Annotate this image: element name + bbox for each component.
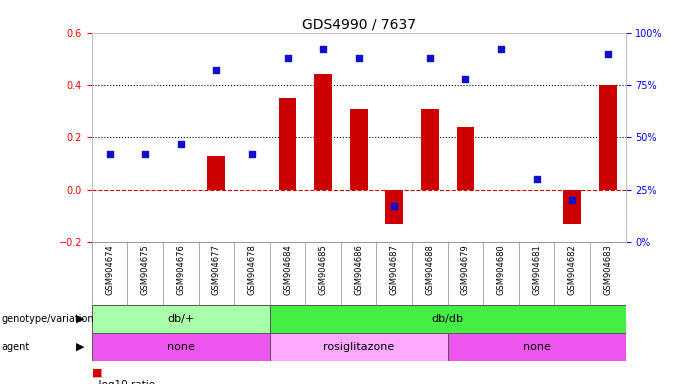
Text: ■: ■ [92,368,102,378]
Text: GSM904685: GSM904685 [319,244,328,295]
Bar [92,305,270,333]
Text: db/+: db/+ [167,314,194,324]
Text: GSM904680: GSM904680 [496,244,505,295]
Bar [456,127,475,190]
Point [531,176,542,182]
Point [104,151,115,157]
Point [318,46,328,53]
Bar [270,333,447,361]
Bar [350,109,368,190]
Point [211,67,222,73]
Text: log10 ratio: log10 ratio [92,380,155,384]
Point [567,197,578,203]
Bar [421,109,439,190]
Point [354,55,364,61]
Text: GSM904674: GSM904674 [105,244,114,295]
Title: GDS4990 / 7637: GDS4990 / 7637 [302,18,415,31]
Bar [207,156,225,190]
Text: ▶: ▶ [76,314,84,324]
Point [282,55,293,61]
Point [246,151,257,157]
Text: GSM904682: GSM904682 [568,244,577,295]
Text: GSM904681: GSM904681 [532,244,541,295]
Text: GSM904686: GSM904686 [354,244,363,295]
Text: ▶: ▶ [76,342,84,352]
Point [496,46,507,53]
Text: ■: ■ [92,383,102,384]
Bar [270,305,626,333]
Bar [279,98,296,190]
Point [602,50,613,56]
Text: GSM904676: GSM904676 [176,244,185,295]
Text: GSM904688: GSM904688 [426,244,435,295]
Text: GSM904675: GSM904675 [141,244,150,295]
Text: genotype/variation: genotype/variation [1,314,94,324]
Bar [447,333,626,361]
Text: rosiglitazone: rosiglitazone [323,342,394,352]
Point [389,203,400,209]
Bar [92,333,270,361]
Point [175,141,186,147]
Text: none: none [523,342,551,352]
Text: db/db: db/db [432,314,464,324]
Text: none: none [167,342,194,352]
Text: GSM904687: GSM904687 [390,244,398,295]
Bar [563,190,581,223]
Bar [599,85,617,190]
Point [140,151,151,157]
Text: GSM904677: GSM904677 [212,244,221,295]
Text: agent: agent [1,342,30,352]
Bar [314,74,332,190]
Text: GSM904678: GSM904678 [248,244,256,295]
Bar [386,190,403,223]
Point [424,55,435,61]
Text: GSM904679: GSM904679 [461,244,470,295]
Point [460,76,471,82]
Text: GSM904684: GSM904684 [283,244,292,295]
Text: GSM904683: GSM904683 [603,244,612,295]
